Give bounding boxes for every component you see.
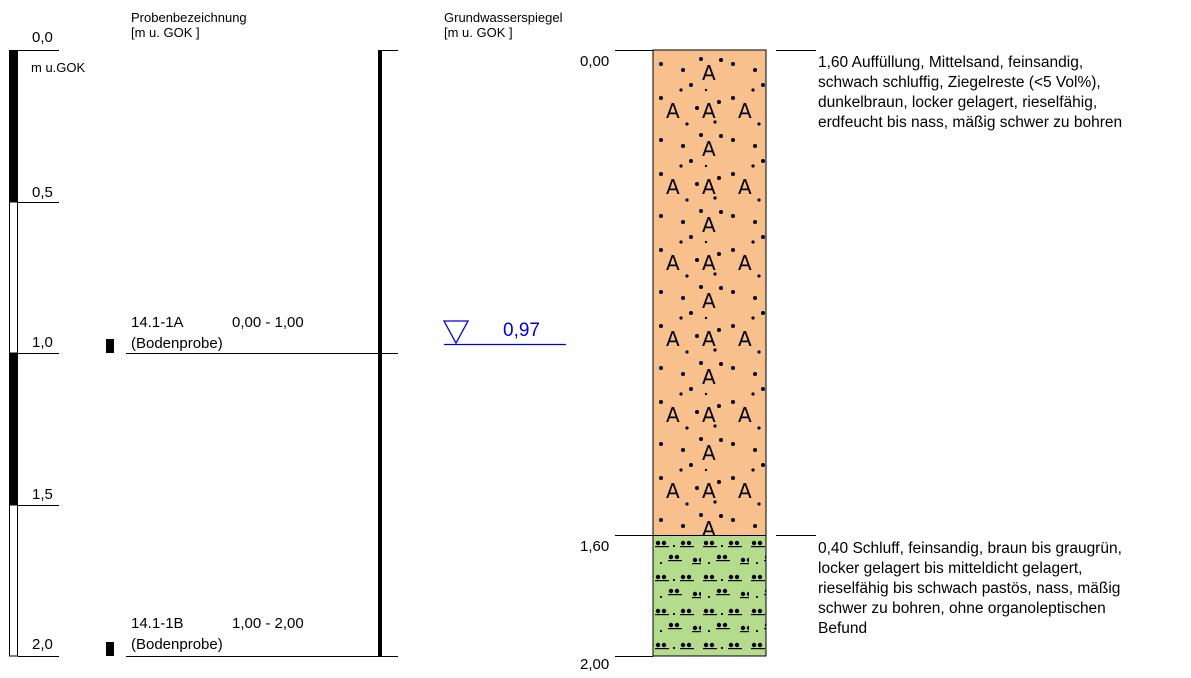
column-depth-lines [615, 50, 816, 657]
sample-column-bar [378, 50, 382, 657]
scale-tick-label: 2,0 [32, 636, 53, 653]
sample-b-type: (Bodenprobe) [131, 636, 223, 653]
scale-tick-label: 0,0 [32, 29, 53, 46]
sample-a-id: 14.1-1A [131, 314, 184, 331]
layer-1-line: schwach schluffig, Ziegelreste (<5 Vol%)… [818, 74, 1101, 91]
sample-b-marker [106, 642, 114, 656]
layer-2-pattern [653, 535, 766, 656]
scale-tick-lines [18, 50, 59, 657]
sample-a-marker [106, 339, 114, 353]
groundwater-value: 0,97 [503, 320, 540, 341]
gw-header-unit: [m u. GOK ] [444, 25, 513, 40]
sample-b-range: 1,00 - 2,00 [232, 615, 304, 632]
depth-scale-bar [9, 50, 18, 657]
layer-1-description: 1,60 Auffüllung, Mittelsand, feinsandig,… [818, 53, 1122, 133]
layer-2-description: 0,40 Schluff, feinsandig, braun bis grau… [818, 539, 1122, 639]
layer-1-pattern [653, 50, 766, 535]
layer-2-line: Befund [818, 620, 868, 637]
gw-header-title: Grundwasserspiegel [444, 10, 563, 25]
sample-a-type: (Bodenprobe) [131, 335, 223, 352]
scale-unit-label: m u.GOK [31, 60, 86, 75]
layer-1-line: erdfeucht bis nass, mäßig schwer zu bohr… [818, 114, 1123, 131]
layer-2-line: rieselfähig bis schwach pastös, nass, mä… [818, 580, 1121, 597]
sample-a-range: 0,00 - 1,00 [232, 314, 304, 331]
scale-tick-label: 0,5 [32, 184, 53, 201]
sample-b-id: 14.1-1B [131, 615, 184, 632]
probe-header-title: Probenbezeichnung [131, 10, 247, 25]
layer-1-line: 1,60 Auffüllung, Mittelsand, feinsandig, [818, 54, 1084, 71]
layer-1-line: dunkelbraun, locker gelagert, rieselfähi… [818, 94, 1098, 111]
column-depth-label: 0,00 [580, 53, 610, 70]
groundwater-icon [442, 320, 566, 346]
scale-tick-label: 1,5 [32, 486, 53, 503]
probe-header-unit: [m u. GOK ] [131, 25, 200, 40]
layer-2-line: locker gelagert bis mitteldicht gelagert… [818, 560, 1083, 577]
layer-2-line: schwer zu bohren, ohne organoleptischen [818, 600, 1106, 617]
column-depth-label: 1,60 [580, 538, 610, 555]
column-depth-label: 2,00 [580, 656, 610, 673]
layer-2-line: 0,40 Schluff, feinsandig, braun bis grau… [818, 540, 1122, 557]
scale-tick-label: 1,0 [32, 334, 53, 351]
soil-column-outline [652, 49, 767, 657]
